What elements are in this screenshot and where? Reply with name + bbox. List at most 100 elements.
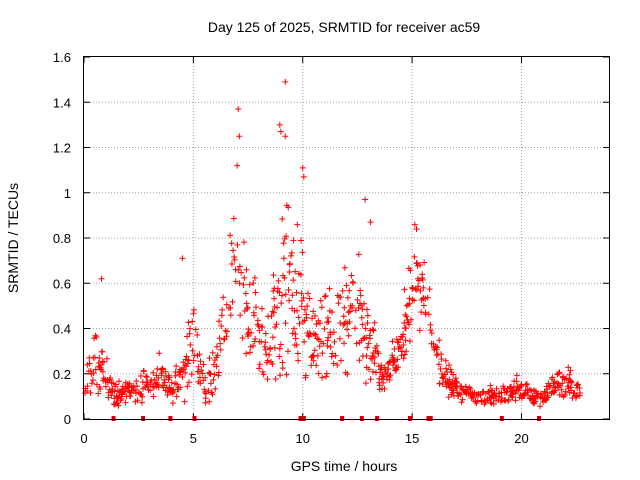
data-point [361,300,367,307]
data-point [284,348,291,355]
data-point [290,277,297,284]
data-point [420,302,427,309]
data-point [345,332,352,339]
data-point [537,403,544,410]
data-point [255,322,262,329]
data-point [250,280,257,287]
data-point [87,389,94,396]
data-point [341,340,348,347]
data-point [277,128,284,135]
data-point [243,306,250,313]
data-point [561,392,568,399]
data-point [216,318,223,325]
data-point [334,362,341,369]
data-point [341,264,348,271]
data-point [173,363,180,370]
data-point [183,353,190,360]
data-point [321,325,328,332]
data-point [321,293,328,300]
data-point [231,256,238,263]
data-point [363,352,370,359]
data-point [127,392,134,399]
data-point [119,391,126,398]
data-point [296,320,303,327]
data-point [179,255,186,262]
data-point [436,380,443,387]
zero-marker [111,416,116,421]
data-point [412,285,419,292]
y-tick-label: 0.4 [53,322,71,337]
data-point [458,399,465,406]
data-point [214,352,221,359]
data-point [523,381,530,388]
data-point [336,335,343,342]
data-point [322,292,329,299]
data-point [298,237,305,244]
data-point [132,390,139,397]
data-point [249,342,256,349]
grid [84,57,609,419]
data-point [107,374,114,381]
data-point [497,398,504,405]
data-point [427,321,434,328]
data-point [323,370,330,377]
data-point [438,355,445,362]
data-point [243,300,250,307]
data-point [575,381,582,388]
data-point [329,309,336,316]
data-point [114,395,121,402]
data-point [371,360,378,367]
data-point [213,363,220,370]
data-point [115,402,122,409]
data-point [134,397,141,404]
data-point [563,375,570,382]
data-point [503,389,510,396]
data-point [286,260,293,267]
data-point [403,348,410,355]
data-point [192,326,199,333]
data-point [421,259,428,266]
data-point [312,312,319,319]
data-point [278,300,285,307]
data-point [197,358,204,365]
data-point [252,304,259,311]
data-point [413,225,420,232]
data-point [291,325,297,332]
data-point [450,387,457,394]
data-point [513,378,520,385]
data-point [389,338,396,345]
data-point [400,341,407,348]
data-point [408,316,415,323]
data-point [173,393,180,400]
data-point [197,380,204,387]
data-point [337,294,344,301]
data-point [187,325,194,332]
data-point [500,385,507,392]
data-point [403,313,410,320]
data-point [330,329,337,336]
data-point [276,289,283,296]
data-point [427,327,434,334]
data-point [212,385,219,392]
data-point [344,326,351,333]
data-point [426,286,433,293]
data-point [100,375,107,382]
data-point [417,288,424,295]
data-point [181,398,188,405]
data-point [229,298,236,305]
data-point [241,274,248,281]
data-point [415,277,422,284]
data-point [98,275,105,282]
data-point [407,267,414,274]
data-point [542,397,549,404]
zero-marker [168,416,173,421]
data-point [196,351,203,358]
data-point [207,380,214,387]
data-point [137,373,144,380]
data-point [487,399,494,406]
data-point [246,281,253,288]
data-point [294,350,301,357]
data-point [200,361,207,368]
data-point [211,371,218,378]
data-point [243,350,250,357]
